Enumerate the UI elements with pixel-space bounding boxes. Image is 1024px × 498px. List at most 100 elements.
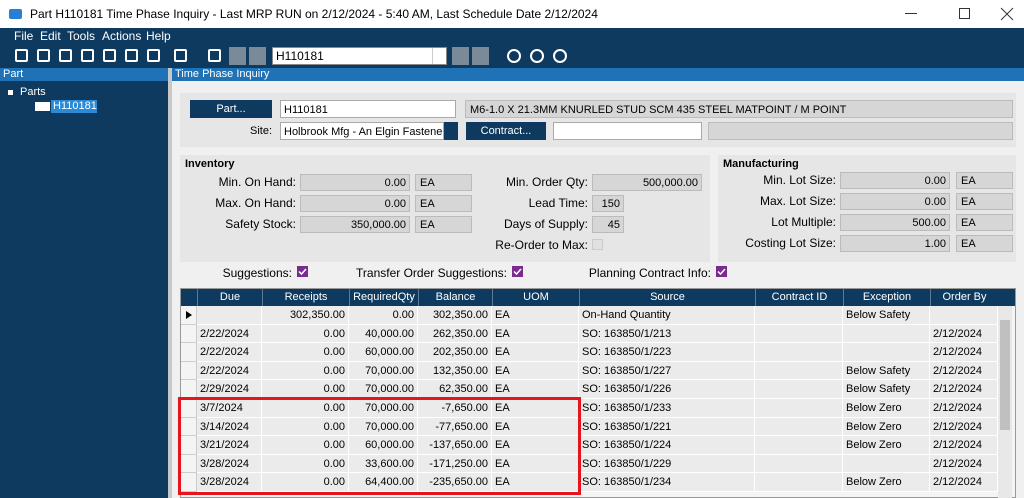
menu-item[interactable]: Edit (40, 29, 61, 43)
toolbar-icon[interactable] (208, 49, 221, 62)
empty-cell[interactable] (755, 361, 843, 381)
grid-cell[interactable]: 262,350.00 (418, 324, 492, 344)
grid-cell[interactable]: 2/22/2024 (197, 361, 262, 381)
grid-cell[interactable]: 60,000.00 (349, 436, 418, 455)
grid-cell[interactable]: SO: 163850/1/226 (579, 380, 755, 399)
checkbox[interactable] (297, 266, 308, 277)
grid-cell[interactable]: 0.00 (262, 399, 349, 418)
empty-cell[interactable] (843, 324, 930, 344)
empty-cell[interactable] (930, 306, 998, 325)
grid-cell[interactable]: 40,000.00 (349, 324, 418, 344)
grid-cell[interactable]: 0.00 (349, 306, 418, 325)
toolbar-icon[interactable] (125, 49, 138, 62)
grid-cell[interactable]: EA (492, 324, 579, 344)
grid-cell[interactable]: 2/12/2024 (930, 361, 998, 381)
grid-cell[interactable]: 302,350.00 (262, 306, 349, 325)
grid-cell[interactable]: 70,000.00 (349, 399, 418, 418)
grid-cell[interactable]: 0.00 (262, 436, 349, 455)
maximize-button[interactable] (959, 8, 970, 19)
checkbox[interactable] (512, 266, 523, 277)
grid-cell[interactable]: 3/14/2024 (197, 417, 262, 437)
empty-cell[interactable] (755, 417, 843, 437)
grid-cell[interactable]: 202,350.00 (418, 343, 492, 362)
empty-cell[interactable] (755, 306, 843, 325)
toolbar-icon[interactable] (103, 49, 116, 62)
menu-item[interactable]: Help (146, 29, 171, 43)
contract-button[interactable]: Contract... (466, 122, 546, 140)
toolbar-icon[interactable] (15, 49, 28, 62)
grid-cell[interactable]: -171,250.00 (418, 454, 492, 474)
column-header[interactable]: RequiredQty (349, 289, 418, 306)
grid-cell[interactable]: 2/12/2024 (930, 473, 998, 492)
empty-cell[interactable] (755, 454, 843, 474)
grid-cell[interactable]: 2/12/2024 (930, 380, 998, 399)
grid-cell[interactable]: -7,650.00 (418, 399, 492, 418)
empty-cell[interactable] (755, 343, 843, 362)
column-header[interactable]: Source (579, 289, 755, 306)
grid-cell[interactable]: Below Zero (843, 399, 930, 418)
reorder-checkbox[interactable] (592, 239, 603, 250)
grid-cell[interactable]: SO: 163850/1/234 (579, 473, 755, 492)
column-header[interactable]: Contract ID (755, 289, 843, 306)
column-header[interactable]: Receipts (262, 289, 349, 306)
menu-item[interactable]: File (14, 29, 34, 43)
grid-cell[interactable]: Below Safety (843, 306, 930, 325)
empty-cell[interactable] (755, 399, 843, 418)
grid-cell[interactable]: 2/12/2024 (930, 436, 998, 455)
column-header[interactable]: Order By (930, 289, 998, 306)
nav-button[interactable] (229, 47, 246, 65)
empty-cell[interactable] (755, 436, 843, 455)
grid-cell[interactable]: EA (492, 361, 579, 381)
grid-cell[interactable]: -235,650.00 (418, 473, 492, 492)
toolbar-icon[interactable] (37, 49, 50, 62)
toolbar-icon[interactable] (81, 49, 94, 62)
grid-cell[interactable]: 132,350.00 (418, 361, 492, 381)
grid-cell[interactable]: SO: 163850/1/229 (579, 454, 755, 474)
grid-cell[interactable]: EA (492, 306, 579, 325)
minimize-button[interactable] (905, 13, 917, 14)
grid-cell[interactable]: 0.00 (262, 454, 349, 474)
column-header[interactable]: UOM (492, 289, 579, 306)
grid-cell[interactable]: 2/22/2024 (197, 324, 262, 344)
grid-cell[interactable]: 2/22/2024 (197, 343, 262, 362)
toolbar-circle[interactable] (553, 49, 567, 63)
grid-cell[interactable]: 2/12/2024 (930, 399, 998, 418)
nav-button[interactable] (249, 47, 266, 65)
grid-cell[interactable]: EA (492, 454, 579, 474)
empty-cell[interactable] (197, 306, 262, 325)
grid-cell[interactable]: 3/21/2024 (197, 436, 262, 455)
grid-cell[interactable]: Below Zero (843, 473, 930, 492)
empty-cell[interactable] (843, 343, 930, 362)
grid-cell[interactable]: SO: 163850/1/223 (579, 343, 755, 362)
grid-cell[interactable]: 0.00 (262, 324, 349, 344)
grid-cell[interactable]: 3/7/2024 (197, 399, 262, 418)
toolbar-icon[interactable] (59, 49, 72, 62)
grid-cell[interactable]: 33,600.00 (349, 454, 418, 474)
grid-cell[interactable]: SO: 163850/1/221 (579, 417, 755, 437)
part-combo[interactable]: H110181 (272, 47, 447, 65)
part-field[interactable]: H110181 (280, 100, 456, 118)
empty-cell[interactable] (755, 473, 843, 492)
grid-cell[interactable]: SO: 163850/1/227 (579, 361, 755, 381)
grid-cell[interactable]: SO: 163850/1/224 (579, 436, 755, 455)
empty-cell[interactable] (843, 454, 930, 474)
grid-cell[interactable]: On-Hand Quantity (579, 306, 755, 325)
grid-cell[interactable]: EA (492, 343, 579, 362)
grid-cell[interactable]: 2/12/2024 (930, 343, 998, 362)
empty-cell[interactable] (755, 380, 843, 399)
grid-cell[interactable]: 60,000.00 (349, 343, 418, 362)
grid-cell[interactable]: 70,000.00 (349, 417, 418, 437)
grid-cell[interactable]: 2/12/2024 (930, 324, 998, 344)
grid-cell[interactable]: 0.00 (262, 417, 349, 437)
grid-cell[interactable]: Below Safety (843, 361, 930, 381)
column-header[interactable]: Due (197, 289, 262, 306)
toolbar-icon[interactable] (147, 49, 160, 62)
grid-cell[interactable]: -137,650.00 (418, 436, 492, 455)
grid-cell[interactable]: Below Zero (843, 436, 930, 455)
site-combo[interactable]: Holbrook Mfg - An Elgin Fastener D (280, 122, 444, 140)
column-header[interactable]: Exception (843, 289, 930, 306)
checkbox[interactable] (716, 266, 727, 277)
close-button[interactable] (1000, 7, 1014, 21)
tree-root[interactable]: Parts (20, 86, 46, 98)
grid-cell[interactable]: -77,650.00 (418, 417, 492, 437)
